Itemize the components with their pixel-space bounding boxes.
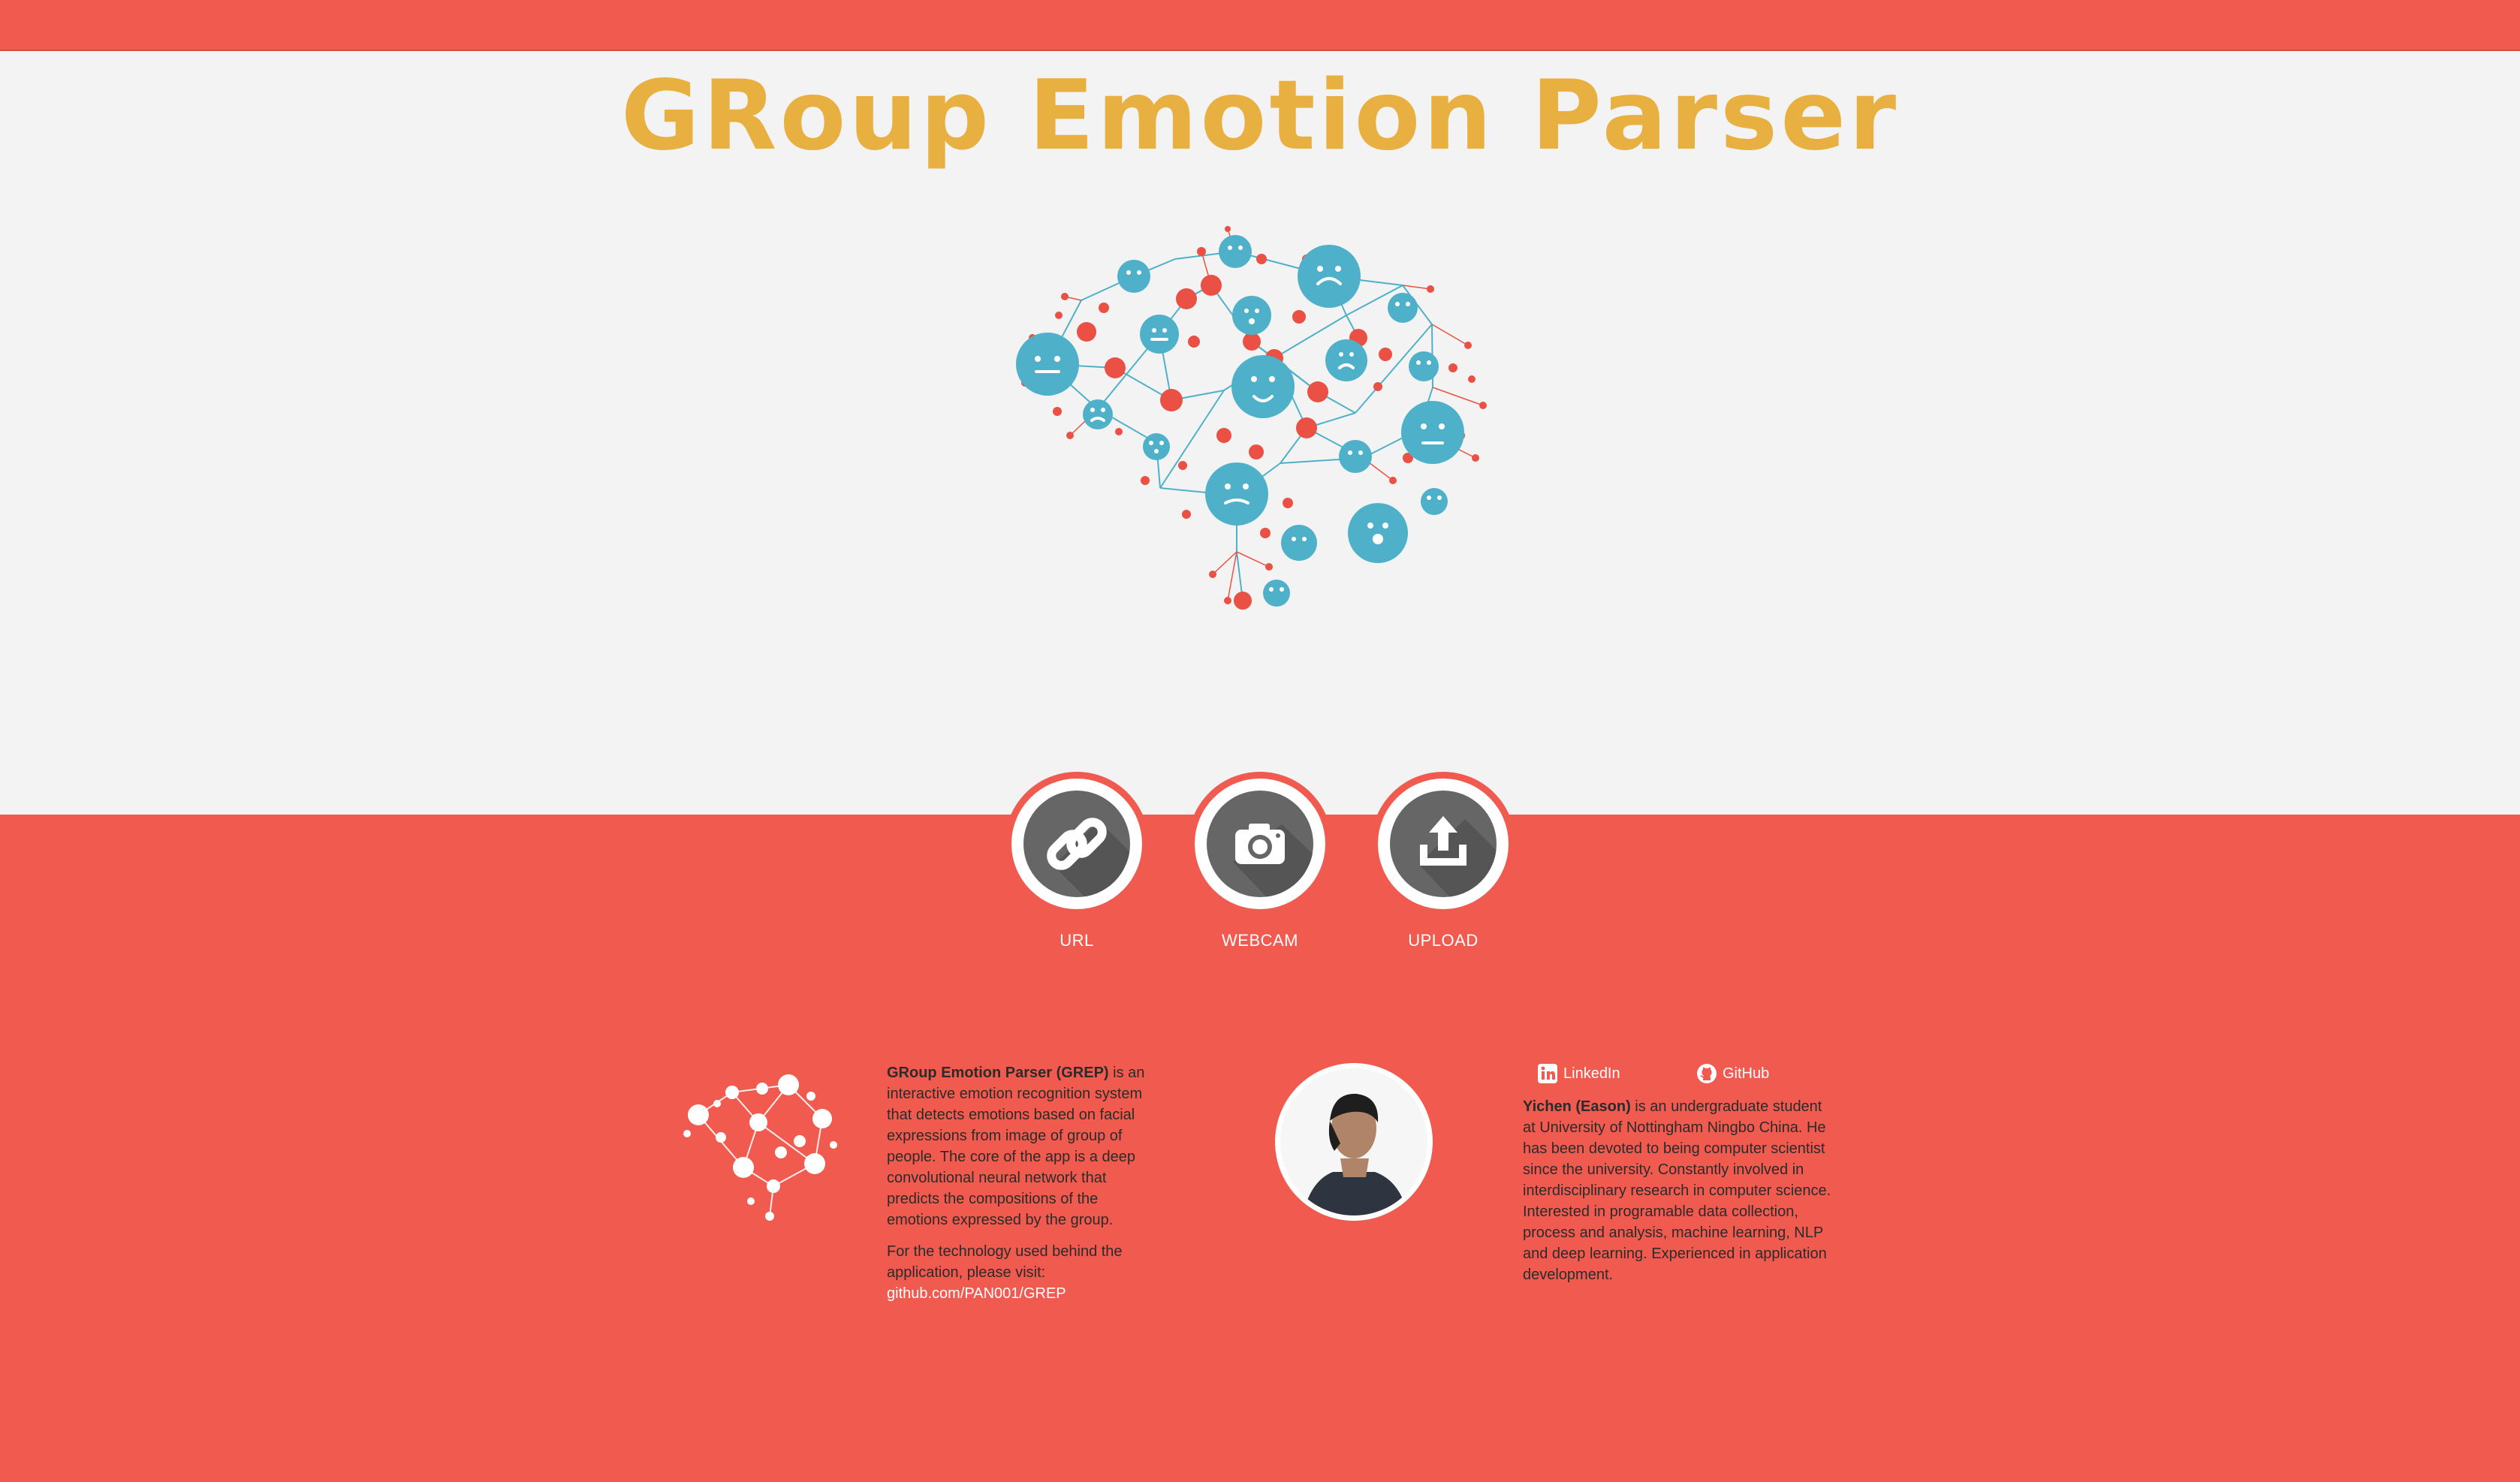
link-icon [1023, 791, 1130, 897]
author-bio: Yichen (Eason) is an undergraduate stude… [1523, 1096, 1838, 1285]
github-label: GitHub [1723, 1065, 1770, 1082]
github-link[interactable]: GitHub [1697, 1062, 1769, 1086]
author-photo [1280, 1068, 1427, 1215]
url-button[interactable] [1005, 772, 1149, 916]
upload-action: UPLOAD [1371, 772, 1515, 950]
about-section: GRoup Emotion Parser (GREP) is an intera… [887, 1062, 1150, 1304]
grep-logo-icon [683, 1074, 837, 1221]
author-description: is an undergraduate student at Universit… [1523, 1098, 1831, 1283]
about-app-name: GRoup Emotion Parser (GREP) [887, 1065, 1109, 1081]
action-buttons: URL WEBCAM [0, 772, 2520, 952]
upload-button[interactable] [1371, 772, 1515, 916]
top-bar [0, 0, 2520, 51]
upload-icon [1390, 791, 1497, 897]
about-text: is an interactive emotion recognition sy… [887, 1065, 1145, 1228]
about-tech: For the technology used behind the appli… [887, 1241, 1150, 1304]
about-description: GRoup Emotion Parser (GREP) is an intera… [887, 1062, 1150, 1230]
github-repo-link[interactable]: github.com/PAN001/GREP [887, 1285, 1066, 1302]
github-icon [1697, 1064, 1717, 1083]
url-action: URL [1005, 772, 1149, 950]
author-avatar [1275, 1063, 1433, 1221]
linkedin-icon [1538, 1064, 1557, 1083]
upload-label[interactable]: UPLOAD [1408, 931, 1479, 950]
webcam-button-border [1195, 779, 1325, 909]
emotion-brain-illustration [1016, 226, 1487, 610]
webcam-action: WEBCAM [1188, 772, 1332, 950]
webcam-button[interactable] [1188, 772, 1332, 916]
about-tech-text: For the technology used behind the appli… [887, 1243, 1123, 1281]
author-bio-text: Yichen (Eason) is an undergraduate stude… [1523, 1096, 1838, 1285]
webcam-label[interactable]: WEBCAM [1222, 931, 1298, 950]
page-title: GRoup Emotion Parser [620, 60, 1900, 172]
hero-section [0, 51, 2520, 815]
linkedin-label: LinkedIn [1563, 1065, 1620, 1082]
url-label[interactable]: URL [1060, 931, 1094, 950]
url-button-border [1011, 779, 1142, 909]
author-name: Yichen (Eason) [1523, 1098, 1631, 1115]
upload-button-border [1378, 779, 1509, 909]
camera-icon [1207, 791, 1313, 897]
linkedin-link[interactable]: LinkedIn [1538, 1062, 1620, 1086]
